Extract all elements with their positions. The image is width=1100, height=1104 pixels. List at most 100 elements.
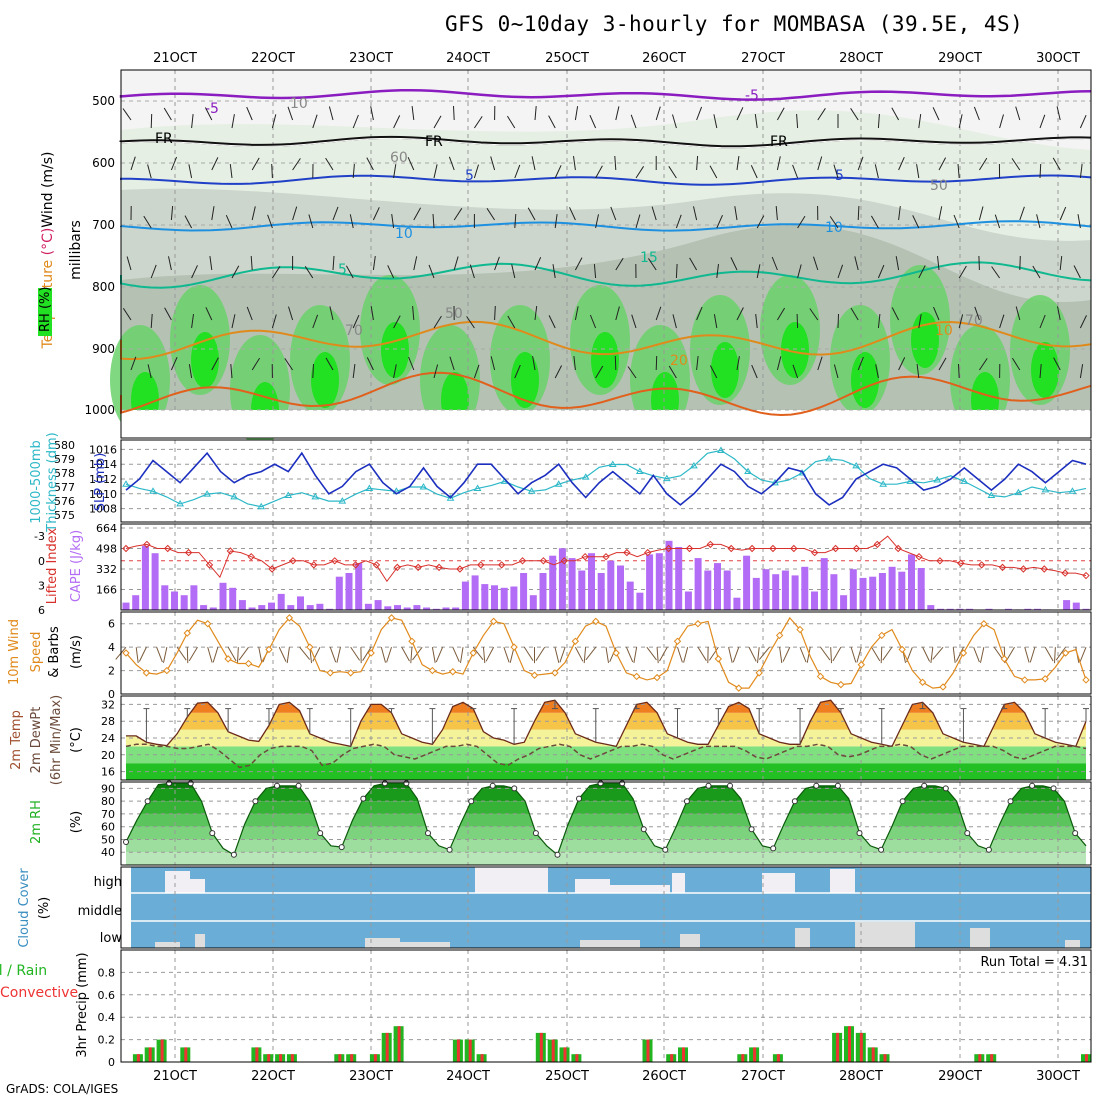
precip-conv-bar [872, 1047, 875, 1062]
surface-wind-barb [381, 647, 385, 662]
cape-bar [384, 606, 391, 610]
surface-wind-barb [313, 647, 320, 661]
temp-title-4: (°C) [69, 727, 84, 753]
cape-bar [491, 585, 498, 610]
rh-point [684, 799, 689, 804]
surface-wind-barb [461, 647, 464, 663]
cape-bar [481, 584, 488, 610]
wind-speed-point [858, 662, 864, 668]
low-cloud [365, 938, 400, 948]
rh-tick: 80 [101, 795, 115, 808]
surface-wind-barb [337, 647, 341, 663]
rh-point [792, 799, 797, 804]
cape-bar [908, 554, 915, 610]
wind-barb [858, 206, 859, 220]
cloud-level-middle: middle [78, 904, 122, 919]
cape-bar [763, 569, 770, 610]
rh-point [533, 831, 538, 836]
wind-barb [838, 314, 839, 328]
low-cloud [1065, 940, 1080, 948]
precip-title-conv: Convective [0, 985, 78, 1001]
surface-wind-barb [931, 647, 933, 663]
wind-title-4: (m/s) [69, 635, 84, 669]
rh-point [426, 831, 431, 836]
wind-speed-point [817, 673, 823, 679]
date-tick-bottom: 27OCT [741, 1069, 785, 1084]
precip-conv-bar [647, 1040, 650, 1062]
surface-wind-barb [436, 647, 442, 662]
cape-bar [520, 573, 527, 610]
wind-barb [454, 106, 455, 120]
precip-conv-bar [990, 1054, 993, 1062]
surface-wind-barb [1045, 647, 1053, 661]
cape-bar [811, 592, 818, 611]
contour-label: 50 [930, 178, 948, 194]
cloud-title-unit: (%) [37, 897, 52, 920]
thickness-title: 1000-500mb [29, 440, 44, 524]
contour-label: 15 [640, 250, 658, 266]
cape-bar [1063, 600, 1070, 610]
cape-bar [346, 573, 353, 610]
surface-wind-barb [1030, 647, 1035, 662]
rh-core [591, 332, 619, 388]
surface-wind-barb [780, 647, 782, 663]
wind-speed-point [246, 661, 252, 667]
cape-bar [704, 571, 711, 611]
date-tick-top: 28OCT [839, 51, 883, 66]
cape-bar [821, 558, 828, 610]
cape-bar [171, 592, 178, 611]
contour-label: 60 [390, 150, 408, 166]
surface-wind-barb [351, 647, 360, 660]
surface-wind-barb [820, 647, 829, 660]
date-tick-top: 21OCT [153, 51, 197, 66]
cape-bar [782, 571, 789, 611]
contour-label: 20 [670, 353, 688, 369]
wind-barb [272, 164, 273, 178]
cape-bar [278, 594, 285, 610]
precip-conv-bar [374, 1054, 377, 1062]
wind-speed-point [470, 650, 476, 656]
wind-barb [797, 314, 798, 328]
li-tick: 6 [38, 604, 45, 617]
rh-point [1073, 831, 1078, 836]
cape-bar [316, 604, 323, 610]
cape-bar [413, 605, 420, 610]
contour-label: -5 [205, 101, 219, 117]
precip-conv-bar [848, 1026, 851, 1062]
surface-wind-barb [684, 647, 688, 662]
cape-bar [772, 574, 779, 610]
surface-wind-barb [634, 647, 637, 663]
cape-bar [540, 573, 547, 610]
precip-frame [121, 950, 1091, 1062]
contour-label: 5 [338, 262, 347, 278]
rh-point [577, 796, 582, 801]
wind-barb [495, 306, 496, 320]
cape-title: CAPE (J/kg) [69, 530, 84, 602]
wind-speed-point [715, 656, 721, 662]
cape-bar [869, 577, 876, 610]
contour-label: 70 [965, 313, 983, 329]
date-tick-bottom: 24OCT [446, 1069, 490, 1084]
rh-point [296, 783, 301, 788]
surface-wind-barb [657, 647, 658, 663]
temp-tick: 20 [101, 749, 115, 762]
wind-speed-point [838, 682, 844, 688]
wind-speed-point [450, 669, 456, 675]
precip-tick: 0.6 [98, 989, 116, 1002]
contour-label: FR [425, 134, 443, 150]
high-cloud [610, 885, 670, 893]
date-tick-bottom: 30OCT [1036, 1069, 1080, 1084]
wind-barb [1020, 256, 1021, 270]
surface-wind-barb [933, 647, 943, 659]
cape-bar [724, 571, 731, 611]
contour-label: FR [770, 134, 788, 150]
rh-core [851, 352, 879, 408]
contour-label: 5 [465, 168, 474, 184]
li-title: Lifted Index [45, 527, 60, 604]
rh-point [879, 847, 884, 852]
wind-speed-point [695, 621, 701, 627]
contour-label: 10 [395, 226, 413, 242]
cape-bar [743, 556, 750, 610]
precip-conv-bar [682, 1047, 685, 1062]
